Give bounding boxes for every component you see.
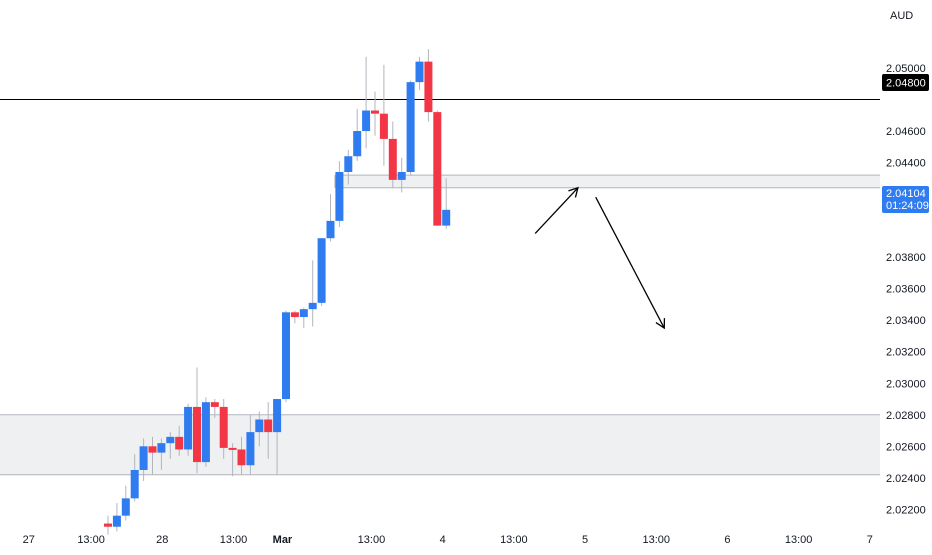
candles-layer (104, 49, 451, 535)
candle-34-body (406, 82, 415, 172)
arrow-0-head (568, 186, 579, 198)
candle-3-body (130, 469, 139, 499)
y-tick-label: 2.03000 (886, 378, 926, 390)
x-tick-label: 5 (582, 534, 588, 546)
level-price-tag-text: 2.04800 (886, 78, 926, 90)
level-price-tag (882, 74, 929, 91)
candle-23-body (308, 302, 317, 310)
candle-38-body (442, 209, 451, 226)
candle-19-body (273, 399, 282, 433)
current-price-text: 2.04104 (886, 188, 926, 200)
candle-7-body (166, 436, 175, 444)
y-tick-label: 2.04400 (886, 158, 926, 170)
candle-27-body (344, 156, 353, 172)
x-tick-label: 27 (23, 534, 35, 546)
time-axis[interactable]: 27 13:00 28 13:00 Mar 13:00 4 13:00 5 13:00 6 13:00… (23, 534, 873, 546)
y-tick-label: 2.02400 (886, 473, 926, 485)
candle-30-body (371, 110, 379, 114)
y-tick-label: 2.03800 (886, 252, 926, 264)
x-tick-label: 6 (724, 534, 730, 546)
zone-1-fill (0, 414, 880, 475)
x-tick-label: 13:00 (77, 534, 105, 546)
candle-6-body (157, 443, 166, 453)
candle-10-body (193, 406, 201, 463)
countdown-text: 01:24:09 (886, 200, 929, 212)
y-tick-label: 2.02200 (886, 504, 926, 516)
candle-20-body (282, 312, 290, 400)
y-tick-label: 2.03200 (886, 347, 926, 359)
candle-5-body (148, 446, 157, 453)
candle-28-body (353, 131, 362, 157)
candle-0-body (104, 523, 112, 527)
currency-label: AUD (890, 10, 913, 22)
y-tick-label: 2.04600 (886, 126, 926, 138)
current-price-tag (882, 186, 929, 213)
x-tick-label: 13:00 (220, 534, 248, 546)
x-tick-label: Mar (273, 534, 293, 546)
candle-2-body (121, 498, 130, 516)
candle-25-body (326, 220, 335, 239)
x-tick-label: 28 (156, 534, 168, 546)
arrows-layer (534, 186, 666, 330)
arrow-1-head (655, 318, 666, 330)
x-tick-label: 13:00 (785, 534, 813, 546)
candle-22-body (299, 309, 308, 318)
candle-31-body (379, 113, 388, 139)
candle-8-body (175, 436, 184, 450)
candle-12-body (210, 402, 219, 407)
zone-0-fill (334, 175, 880, 188)
candle-37-body (433, 112, 442, 226)
x-tick-label: 4 (440, 534, 446, 546)
candle-9-body (184, 406, 193, 450)
candle-16-body (246, 432, 255, 466)
candle-17-body (255, 419, 264, 433)
x-tick-label: 13:00 (642, 534, 670, 546)
candle-18-body (264, 419, 273, 433)
arrow-1-shaft (595, 196, 665, 329)
candle-4-body (139, 446, 148, 470)
candle-13-body (219, 406, 228, 448)
candle-11-body (201, 402, 210, 463)
candle-26-body (335, 171, 344, 221)
x-tick-label: 13:00 (358, 534, 386, 546)
candle-36-body (424, 61, 433, 113)
y-tick-label: 2.03600 (886, 284, 926, 296)
y-tick-label: 2.03400 (886, 315, 926, 327)
y-tick-label: 2.05000 (886, 63, 926, 75)
candle-21-body (290, 312, 299, 318)
candle-14-body (228, 447, 237, 450)
arrow-0-shaft (534, 187, 579, 234)
candle-32-body (388, 138, 397, 180)
candle-1-body (112, 515, 121, 527)
y-tick-label: 2.02800 (886, 410, 926, 422)
y-tick-label: 2.02600 (886, 441, 926, 453)
candle-15-body (237, 449, 246, 466)
x-tick-label: 7 (867, 534, 873, 546)
candle-33-body (397, 171, 406, 180)
x-tick-label: 13:00 (500, 534, 528, 546)
candle-24-body (317, 238, 326, 303)
candle-35-body (415, 61, 424, 83)
candle-29-body (362, 110, 371, 132)
price-tags: 2.04800 2.04104 01:24:09 (882, 74, 929, 213)
price-axis[interactable]: AUD 2.02200 2.02400 2.02600 2.02800 2.03000 2… (886, 10, 926, 516)
